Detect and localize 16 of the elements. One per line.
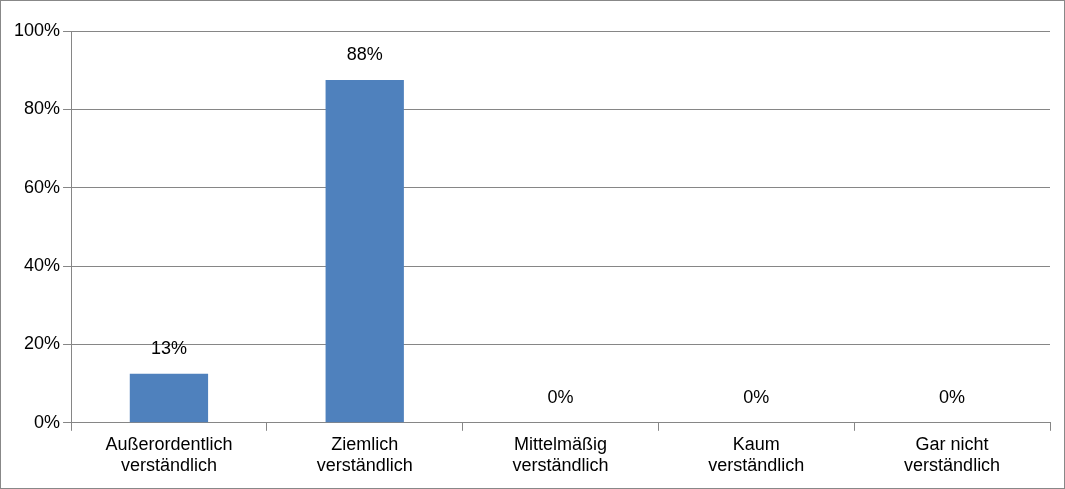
data-label: 0%	[743, 386, 770, 407]
x-tick-label: Gar nicht verständlich	[904, 433, 1001, 476]
y-tick-label: 20%	[24, 333, 61, 354]
data-label: 13%	[150, 337, 187, 358]
y-tick-label: 0%	[34, 411, 61, 432]
x-tick-label: Außerordentlich verständlich	[105, 433, 233, 476]
y-tick-label: 60%	[24, 176, 61, 197]
y-tick-label: 80%	[24, 98, 61, 119]
data-label: 88%	[346, 43, 383, 64]
x-tick-label: Ziemlich verständlich	[316, 433, 413, 476]
x-tick-label: Kaum verständlich	[708, 433, 805, 476]
data-label: 0%	[547, 386, 574, 407]
x-tick-label: Mittelmäßig verständlich	[512, 433, 609, 476]
data-label: 0%	[939, 386, 966, 407]
y-tick-label: 40%	[24, 255, 61, 276]
y-tick-label: 100%	[13, 19, 61, 40]
